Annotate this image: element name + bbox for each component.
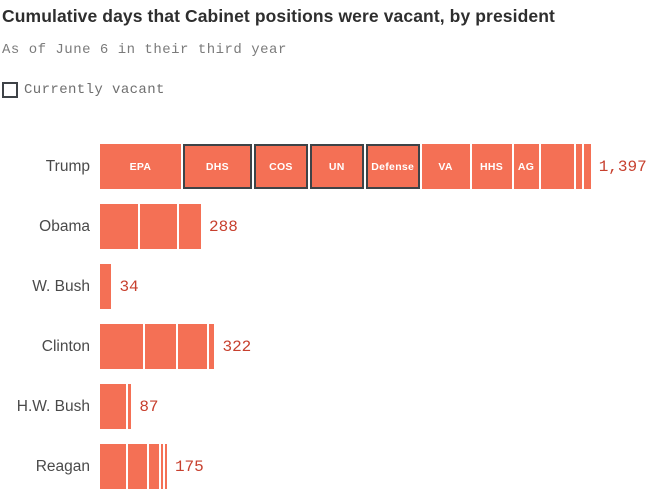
bar-stack: EPA DHS COS UN Defense VA HHS AG: [100, 144, 591, 189]
bar-segment[interactable]: [149, 444, 160, 489]
bar-segment[interactable]: [100, 264, 112, 309]
president-label: Obama: [39, 217, 90, 235]
president-label: Reagan: [35, 457, 90, 475]
bar-stack: [100, 204, 202, 249]
bar-segment-vacant[interactable]: Defense: [365, 144, 420, 189]
president-row: Clinton 322: [0, 324, 656, 369]
bar-segment[interactable]: [575, 144, 582, 189]
president-row: W. Bush 34: [0, 264, 656, 309]
bar-segment-label: Defense: [371, 160, 415, 173]
value-label: 288: [209, 217, 238, 236]
president-label: Trump: [45, 157, 90, 175]
president-row: Reagan 175: [0, 444, 656, 489]
bar-segment[interactable]: [100, 444, 127, 489]
bar-segment-vacant[interactable]: UN: [309, 144, 364, 189]
bar-segment[interactable]: HHS: [471, 144, 512, 189]
legend: Currently vacant: [2, 82, 656, 98]
bar-segment[interactable]: [100, 204, 139, 249]
chart: Trump EPA DHS COS UN Defense VA HHS AG 1,397 Obama…: [0, 144, 656, 489]
bar-segment[interactable]: [145, 324, 176, 369]
bar-segment[interactable]: [177, 324, 208, 369]
bar-segment-label: DHS: [205, 160, 229, 173]
value-label: 1,397: [598, 157, 647, 176]
bar-segment[interactable]: [209, 324, 215, 369]
bar-segment-label: COS: [269, 160, 293, 173]
legend-label: Currently vacant: [24, 82, 165, 98]
bar-segment-label: EPA: [129, 160, 152, 173]
bar-stack: [100, 384, 132, 429]
president-label: H.W. Bush: [16, 397, 90, 415]
bar-segment[interactable]: [100, 324, 144, 369]
vacant-outline-swatch-icon: [2, 82, 18, 98]
bar-segment[interactable]: [128, 444, 148, 489]
bar-segment-label: VA: [438, 160, 453, 173]
value-label: 34: [119, 277, 139, 296]
bar-segment[interactable]: [128, 384, 132, 429]
president-row: H.W. Bush 87: [0, 384, 656, 429]
bar-segment[interactable]: [178, 204, 202, 249]
bar-segment-label: UN: [328, 160, 345, 173]
bar-segment-label: HHS: [480, 160, 504, 173]
bar-stack: [100, 444, 167, 489]
value-label: 322: [222, 337, 252, 356]
value-label: 87: [139, 397, 159, 416]
bar-segment-vacant[interactable]: DHS: [182, 144, 252, 189]
chart-subtitle: As of June 6 in their third year: [2, 42, 287, 58]
bar-segment[interactable]: EPA: [100, 144, 181, 189]
bar-segment[interactable]: AG: [513, 144, 539, 189]
bar-segment[interactable]: [140, 204, 177, 249]
chart-title: Cumulative days that Cabinet positions w…: [2, 6, 555, 26]
bar-segment[interactable]: [164, 444, 167, 489]
bar-segment[interactable]: [583, 144, 591, 189]
chart-page: Cumulative days that Cabinet positions w…: [0, 6, 656, 501]
president-label: Clinton: [41, 337, 90, 355]
president-row: Obama 288: [0, 204, 656, 249]
bar-stack: [100, 264, 112, 309]
bar-segment-vacant[interactable]: COS: [253, 144, 308, 189]
bar-segment-label: AG: [517, 160, 535, 173]
value-label: 175: [174, 457, 204, 476]
bar-segment[interactable]: VA: [421, 144, 470, 189]
president-row: Trump EPA DHS COS UN Defense VA HHS AG 1,397: [0, 144, 656, 189]
bar-segment[interactable]: [100, 384, 127, 429]
bar-segment[interactable]: [161, 444, 163, 489]
bar-segment[interactable]: [540, 144, 574, 189]
president-label: W. Bush: [32, 277, 90, 295]
bar-stack: [100, 324, 215, 369]
